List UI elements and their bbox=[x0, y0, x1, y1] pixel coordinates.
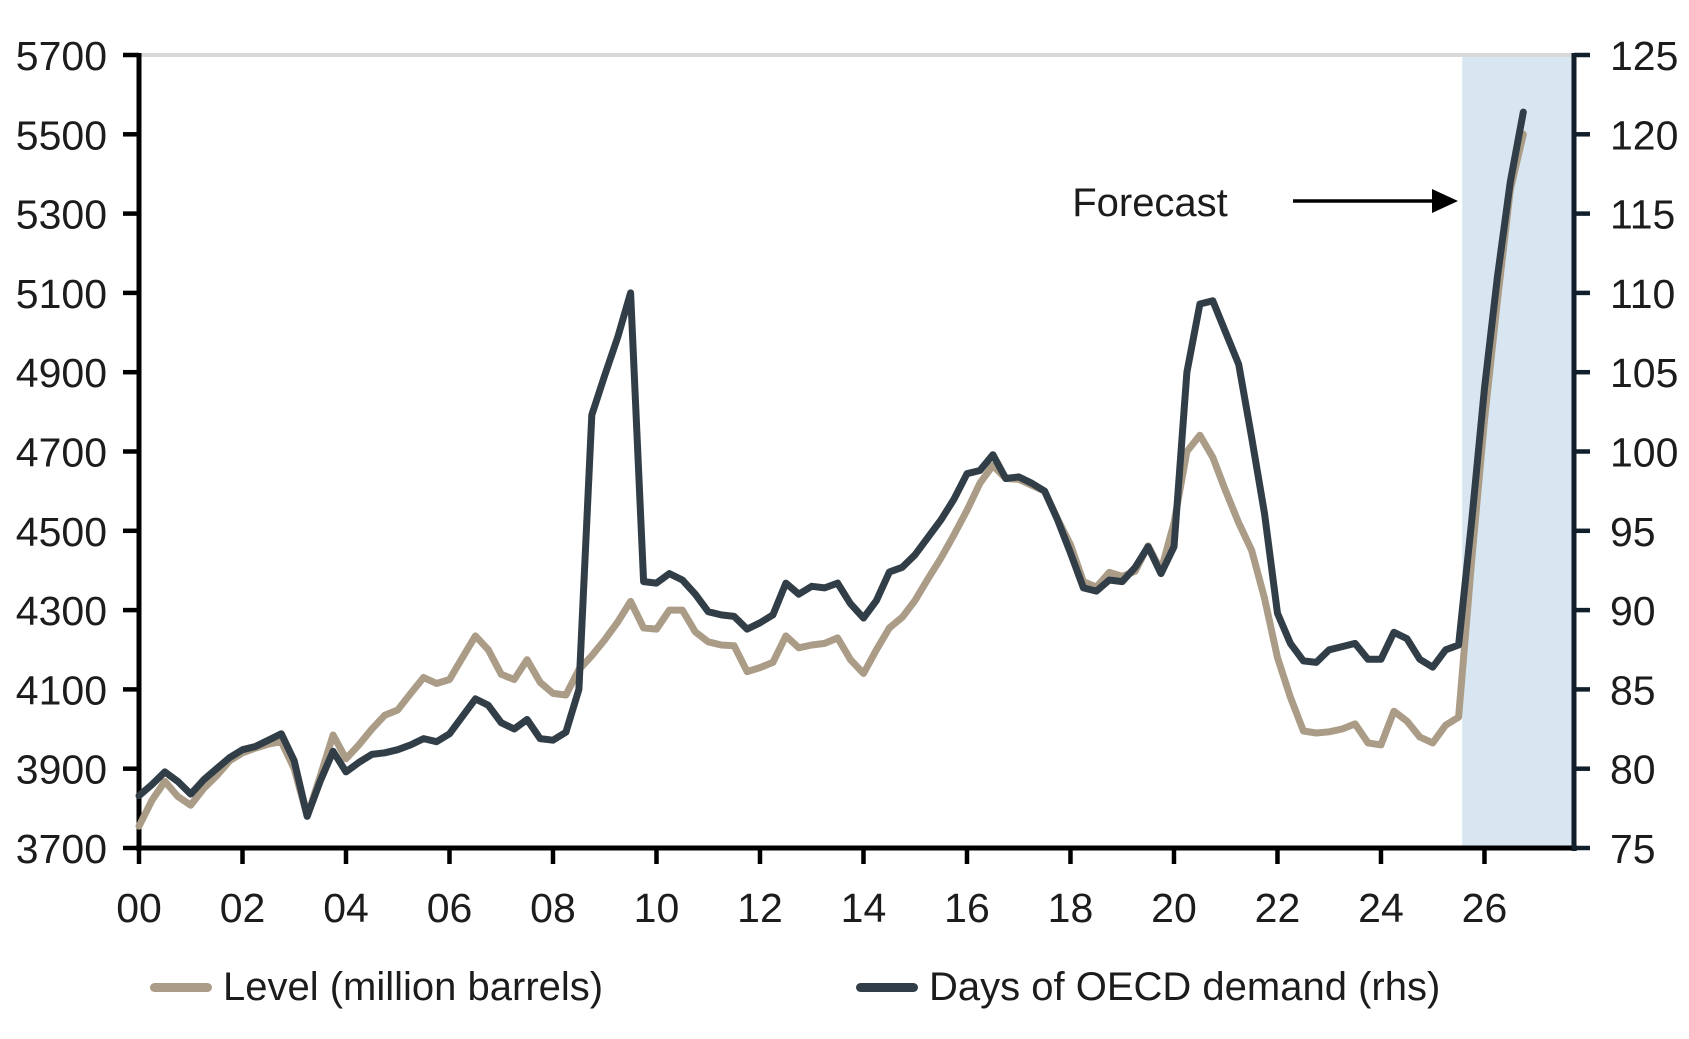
x-tick-label: 24 bbox=[1358, 885, 1404, 931]
x-tick-label: 16 bbox=[944, 885, 990, 931]
left-tick-label: 4300 bbox=[16, 588, 107, 634]
left-tick-label: 5700 bbox=[16, 33, 107, 79]
left-tick-label: 3700 bbox=[16, 826, 107, 872]
left-tick-label: 4100 bbox=[16, 667, 107, 713]
legend-item-days: Days of OECD demand (rhs) bbox=[856, 966, 1440, 1008]
x-tick-label: 08 bbox=[530, 885, 576, 931]
legend-swatch-level bbox=[150, 982, 212, 992]
right-tick-label: 115 bbox=[1610, 192, 1675, 238]
right-tick-label: 105 bbox=[1610, 350, 1678, 396]
legend-item-level: Level (million barrels) bbox=[150, 966, 603, 1008]
left-tick-label: 3900 bbox=[16, 747, 107, 793]
x-tick-label: 02 bbox=[220, 885, 266, 931]
legend-label-level: Level (million barrels) bbox=[223, 965, 604, 1009]
x-tick-label: 20 bbox=[1151, 885, 1197, 931]
x-tick-label: 18 bbox=[1048, 885, 1094, 931]
right-tick-label: 120 bbox=[1610, 112, 1678, 158]
left-tick-label: 5100 bbox=[16, 271, 107, 317]
series-level-line bbox=[135, 130, 1527, 830]
x-tick-label: 00 bbox=[116, 885, 162, 931]
left-tick-label: 5500 bbox=[16, 112, 107, 158]
legend-label-days: Days of OECD demand (rhs) bbox=[929, 965, 1441, 1009]
left-tick-label: 4500 bbox=[16, 509, 107, 555]
x-tick-label: 22 bbox=[1255, 885, 1301, 931]
x-tick-label: 04 bbox=[323, 885, 369, 931]
forecast-arrow-head bbox=[1432, 189, 1458, 213]
right-tick-label: 75 bbox=[1610, 826, 1656, 872]
right-tick-label: 90 bbox=[1610, 588, 1656, 634]
legend-swatch-days bbox=[856, 982, 918, 992]
forecast-label: Forecast bbox=[1072, 181, 1228, 225]
left-tick-label: 4900 bbox=[16, 350, 107, 396]
right-tick-label: 80 bbox=[1610, 747, 1656, 793]
x-tick-label: 26 bbox=[1462, 885, 1508, 931]
right-tick-label: 125 bbox=[1610, 33, 1678, 79]
right-tick-label: 110 bbox=[1610, 271, 1675, 317]
right-tick-label: 95 bbox=[1610, 509, 1656, 555]
x-tick-label: 10 bbox=[634, 885, 680, 931]
series-days-line bbox=[135, 108, 1527, 820]
x-tick-label: 14 bbox=[841, 885, 887, 931]
left-tick-label: 5300 bbox=[16, 192, 107, 238]
right-tick-label: 85 bbox=[1610, 667, 1656, 713]
x-tick-label: 12 bbox=[737, 885, 783, 931]
x-tick-label: 06 bbox=[427, 885, 473, 931]
right-tick-label: 100 bbox=[1610, 430, 1678, 476]
left-tick-label: 4700 bbox=[16, 430, 107, 476]
